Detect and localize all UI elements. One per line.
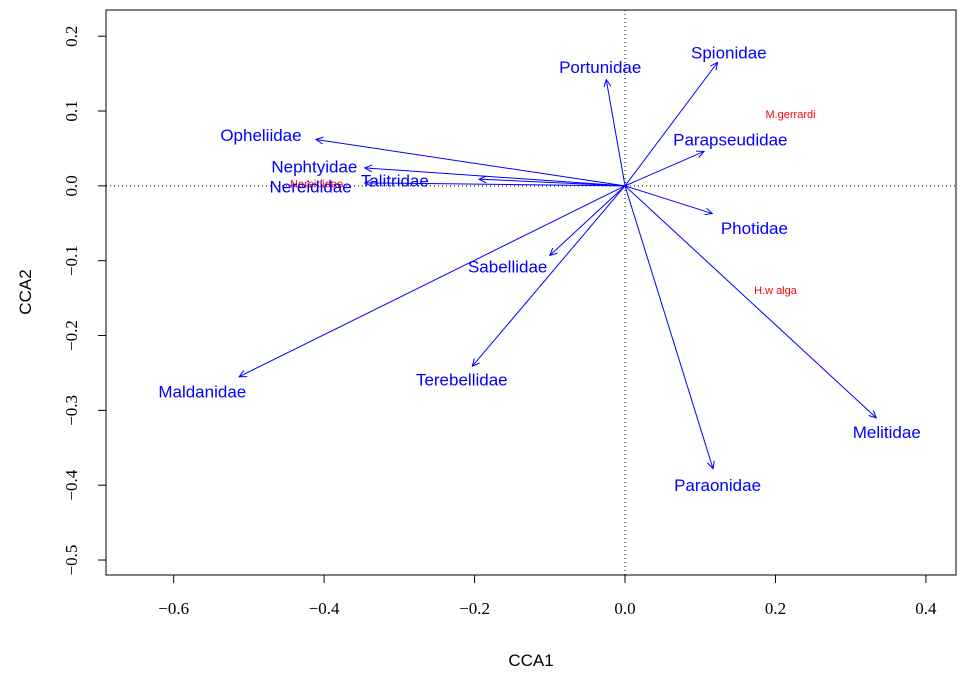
arrow-parapseudidae — [624, 150, 705, 187]
arrow-nephtyidae — [364, 167, 626, 187]
y-axis: −0.5 −0.4 −0.3 −0.2 −0.1 0.0 0.1 0.2 — [62, 26, 106, 576]
y-tick-label: 0.0 — [62, 175, 81, 196]
x-tick-label: −0.2 — [459, 599, 490, 618]
arrowhead-melitidae — [868, 410, 878, 419]
x-axis: −0.6 −0.4 −0.2 0.0 0.2 0.4 — [158, 575, 937, 618]
species-label-opheliidae: Opheliidae — [220, 126, 301, 145]
species-label-melitidae: Melitidae — [853, 423, 921, 442]
arrowhead-nephtyidae — [363, 164, 373, 173]
arrow-melitidae — [624, 185, 877, 419]
y-tick-label: −0.2 — [62, 320, 81, 351]
y-tick-label: −0.5 — [62, 545, 81, 576]
arrow-sabellidae — [549, 185, 626, 256]
species-label-nephtyidae: Nephtyidae — [271, 157, 357, 176]
plot-frame — [105, 9, 957, 576]
species-label-photidae: Photidae — [721, 219, 788, 238]
species-label-nereididae: Nereididae — [269, 178, 351, 197]
y-tick-label: −0.1 — [62, 245, 81, 276]
site-label: M.gerrardi — [765, 109, 815, 121]
arrow-spionidae — [624, 62, 718, 187]
y-tick-label: 0.2 — [62, 26, 81, 47]
y-tick-label: −0.3 — [62, 395, 81, 426]
arrowhead-nereididae — [363, 179, 373, 187]
arrowhead-opheliidae — [314, 136, 324, 145]
arrow-nereididae — [364, 182, 626, 187]
arrowhead-spionidae — [710, 61, 719, 71]
arrow-photidae — [624, 185, 713, 215]
x-axis-title: CCA1 — [508, 651, 553, 670]
arrowhead-talitridae — [477, 175, 487, 184]
x-tick-label: −0.6 — [158, 599, 189, 618]
species-label-sabellidae: Sabellidae — [468, 258, 547, 277]
arrow-terebellidae — [471, 185, 626, 367]
species-label-portunidae: Portunidae — [559, 58, 641, 77]
y-tick-label: 0.1 — [62, 100, 81, 121]
species-label-paraonidae: Paraonidae — [674, 476, 761, 495]
arrowhead-maldanidae — [238, 370, 248, 378]
y-tick-label: −0.4 — [62, 469, 81, 500]
arrowhead-terebellidae — [471, 358, 480, 368]
species-label-parapseudidae: Parapseudidae — [673, 130, 787, 149]
species-arrows — [238, 61, 878, 470]
arrowhead-portunidae — [603, 78, 612, 88]
site-label: H.w alga — [754, 285, 798, 297]
species-labels: Spionidae Portunidae Parapseudidae Opheliid… — [158, 44, 920, 496]
arrowhead-photidae — [704, 207, 714, 216]
x-tick-label: −0.4 — [309, 599, 340, 618]
arrow-paraonidae — [624, 185, 714, 469]
y-axis-title: CCA2 — [16, 269, 35, 314]
species-label-maldanidae: Maldanidae — [158, 383, 246, 402]
site-labels: M.gerrardi H.w alga Nereididae — [290, 109, 816, 297]
arrow-portunidae — [605, 79, 626, 186]
arrow-maldanidae — [238, 185, 626, 378]
site-label: Nereididae — [290, 179, 343, 191]
arrow-opheliidae — [315, 138, 626, 187]
species-label-terebellidae: Terebellidae — [416, 371, 508, 390]
arrowhead-sabellidae — [548, 247, 558, 257]
species-label-spionidae: Spionidae — [691, 44, 767, 63]
arrow-talitridae — [479, 178, 626, 187]
arrowhead-paraonidae — [707, 460, 715, 470]
x-tick-label: 0.2 — [765, 599, 786, 618]
arrowhead-parapseudidae — [695, 150, 706, 158]
x-tick-label: 0.0 — [614, 599, 635, 618]
species-label-talitridae: Talitridae — [361, 172, 429, 191]
x-tick-label: 0.4 — [915, 599, 937, 618]
